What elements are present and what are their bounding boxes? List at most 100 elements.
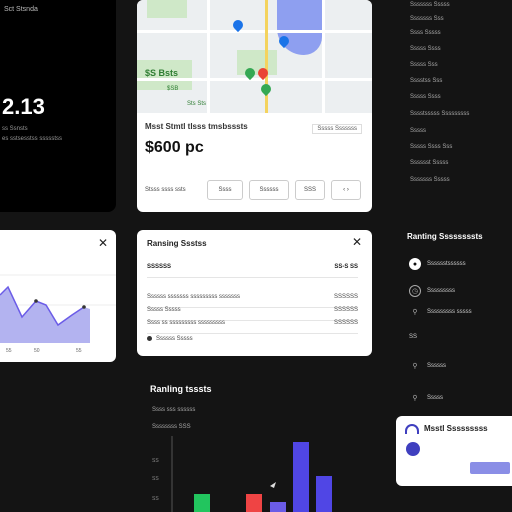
x-tick: 55 [76,348,82,354]
map-card: $S Bsts $SB Sts Sts Msst Stmtl tlsss tms… [137,0,372,212]
sidebar-item[interactable]: Sssss Ssss [410,94,441,100]
map-road [322,0,325,113]
x-tick: 50 [34,348,40,354]
y-tick: SS [152,458,159,464]
area-chart [0,274,116,343]
location-icon: ⚲ [412,309,418,316]
sidebar-item[interactable]: Ssss Sssss [410,30,441,36]
right-panel-item[interactable]: SS [409,334,417,340]
y-tick: SS [152,476,159,482]
rankings-subtitle: Ssss sss ssssss [152,407,196,413]
map-park [137,60,192,90]
listing-actions: Stsss ssss ssts Ssss Ssssss SSS ‹ › [145,180,364,200]
action-button-2[interactable]: Ssssss [249,180,289,200]
sidebar-item[interactable]: Sssstss Sss [410,78,443,84]
area-chart-card: ✕ 55 50 55 [0,230,116,362]
pager-button[interactable]: ‹ › [331,180,361,200]
location-icon: ⚲ [412,363,418,370]
y-tick: SS [152,496,159,502]
row-label: Ssss ss sssssssss sssssssss [147,320,226,326]
settings-title: Ransing Ssstss [147,239,207,248]
popup-title: Msstl Sssssssss [424,424,488,433]
data-point [82,305,86,309]
rankings-bar-chart: SS SS SS [150,420,390,512]
item-label: Ssssss [427,363,447,369]
sidebar-item[interactable]: Sssssst Sssss [410,160,449,166]
right-panel-title: Ranting Ssssssssts [407,232,483,241]
rankings-subtitle: Ssssssss SSS [152,424,191,430]
sidebar-item[interactable]: Sssss Ssss [410,46,441,52]
right-panel-item[interactable]: ● Sssssstssssss [409,258,466,270]
cursor-icon [270,482,276,488]
location-icon: ⚲ [412,395,418,402]
map-highway [265,0,268,113]
row-value: SS-S SS [334,264,358,270]
map-pin-icon[interactable] [258,81,274,97]
user-icon: ● [409,258,421,270]
sidebar-item[interactable]: Sssss Sss [410,62,438,68]
row-label: SSSSSS [147,264,172,270]
sidebar-item[interactable]: Sssss [410,128,427,134]
sidebar-item[interactable]: Sssss Ssss Sss [410,144,453,150]
stat-card-sub2: es sstsesstss ssssstss [2,136,63,142]
clock-icon: ◷ [409,285,421,297]
popup-action-button[interactable] [470,462,510,474]
map-view[interactable]: $S Bsts $SB Sts Sts [137,0,372,113]
x-tick: 55 [6,348,12,354]
sidebar-item[interactable]: Sssssss Sss [410,16,444,22]
item-label: Sssss [427,395,444,401]
bar[interactable] [194,494,210,512]
row-value: SSSSSS [333,320,358,326]
row-value: SSSSSS [333,307,358,313]
action-button-1[interactable]: Ssss [207,180,243,200]
area-line [0,285,85,327]
bar[interactable] [270,502,286,512]
map-label: $S Bsts [145,68,179,78]
area-fill [0,287,90,343]
settings-row[interactable]: SSSSSS SS-S SS [147,264,358,278]
item-label: Sssssssss sssss [427,309,472,315]
row-label: Sssss Sssss [147,307,181,313]
avatar[interactable] [406,442,420,456]
settings-row[interactable]: Sssss Sssss SSSSSS [147,307,358,321]
map-road [207,0,210,113]
row-label: Ssssss Sssss [156,336,193,343]
right-panel-item[interactable]: ⚲ Sssssssss sssss [409,306,472,318]
map-road [137,30,372,33]
right-panel-item[interactable]: ⚲ Ssssss [409,360,446,372]
sidebar-item[interactable]: Sssssss Sssss [410,2,450,8]
close-icon[interactable]: ✕ [97,236,108,250]
right-panel-item[interactable]: ◷ Sssssssss [409,285,455,297]
bar[interactable] [316,476,332,512]
stat-card-title: Sct Stsnda [4,6,38,13]
bar[interactable] [246,494,262,512]
close-icon[interactable]: ✕ [351,235,362,249]
bar-chart-svg: SS SS SS [152,436,332,512]
stat-card-subtext: ss Ssnsts es sstsesstss ssssstss [2,124,62,144]
left-stat-card: Sct Stsnda 2.13 ss Ssnsts es sstsesstss … [0,0,116,212]
map-label: Sts Sts [187,101,207,107]
row-value: SSSSSS [333,294,358,300]
settings-row[interactable]: Ssss ss sssssssss sssssssss SSSSSS [147,320,358,334]
listing-meta: Stsss ssss ssts [145,180,205,200]
listing-price: $600 pc [145,139,204,156]
settings-row[interactable]: Ssssss sssssss sssssssss sssssss SSSSSS [147,294,358,308]
bar[interactable] [293,442,309,512]
filter-dropdown[interactable]: Sssss Sssssss [312,124,362,134]
popup-card: Msstl Sssssssss [396,416,512,486]
sidebar-item[interactable]: Sssssss Sssss [410,177,450,183]
settings-row[interactable]: Ssssss Sssss [147,336,358,350]
radio-icon[interactable] [147,336,152,341]
action-button-3[interactable]: SSS [295,180,325,200]
rankings-title: Ranling tsssts [150,384,212,394]
right-panel-item[interactable]: ⚲ Sssss [409,392,443,404]
map-road [137,78,372,81]
settings-card: Ransing Ssstss ✕ SSSSSS SS-S SS Ssssss s… [137,230,372,356]
sidebar-item[interactable]: Sssstsssss Sssssssss [410,111,470,117]
headset-icon [405,424,419,434]
stat-card-sub1: ss Ssnsts [2,126,28,132]
data-point [34,299,38,303]
listing-info: Msst Stmtl tlsss tmsbsssts $600 pc [137,113,372,166]
row-label: Ssssss sssssss sssssssss sssssss [147,294,241,300]
map-park [147,0,187,18]
